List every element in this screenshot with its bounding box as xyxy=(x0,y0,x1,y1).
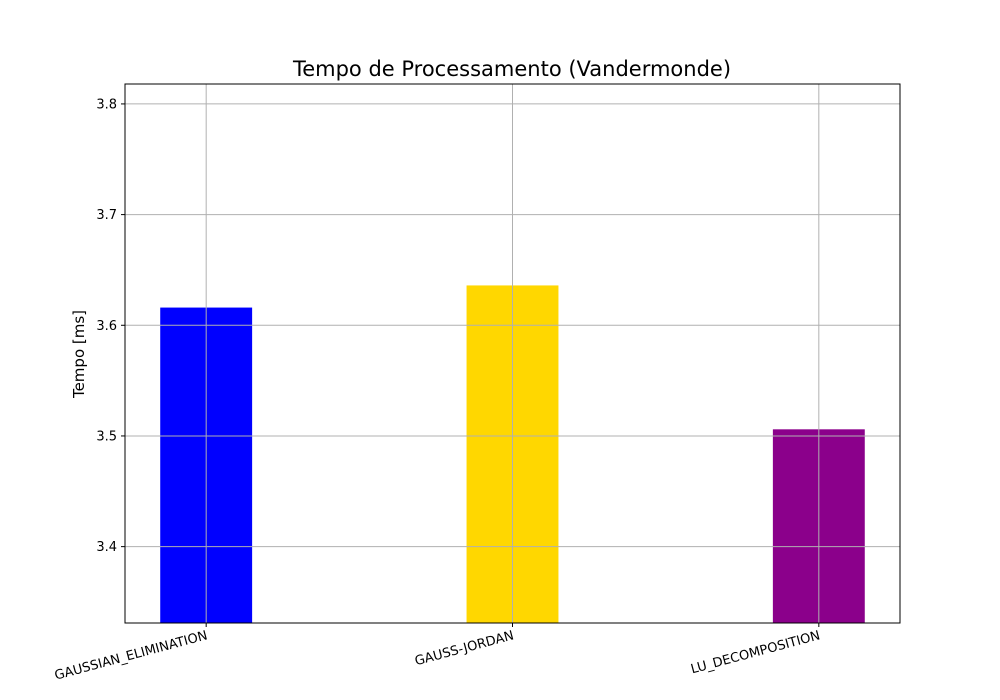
y-tick-label: 3.8 xyxy=(96,97,117,112)
x-axis-ticks: GAUSSIAN_ELIMINATION GAUSS-JORDAN LU_DECOM… xyxy=(53,623,822,684)
x-tick-label: GAUSS-JORDAN xyxy=(413,628,515,669)
y-tick-label: 3.7 xyxy=(96,208,117,223)
plot-frame xyxy=(124,83,901,624)
grid-lines xyxy=(125,84,900,623)
x-tick-label: LU_DECOMPOSITION xyxy=(689,628,822,677)
y-tick-label: 3.4 xyxy=(96,540,117,555)
x-tick-label: GAUSSIAN_ELIMINATION xyxy=(53,628,209,683)
chart-title: Tempo de Processamento (Vandermonde) xyxy=(292,57,731,81)
y-tick-label: 3.6 xyxy=(96,319,117,334)
y-axis-ticks: 3.4 3.5 3.6 3.7 3.8 xyxy=(96,97,125,555)
y-axis-label: Tempo [ms] xyxy=(70,310,88,399)
y-tick-label: 3.5 xyxy=(96,429,117,444)
